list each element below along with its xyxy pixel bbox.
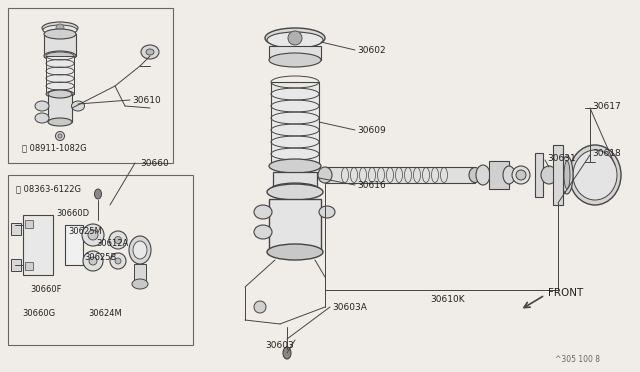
Text: 30616: 30616 (357, 180, 386, 189)
Ellipse shape (561, 156, 573, 194)
Ellipse shape (132, 279, 148, 289)
Bar (273, 172, 317, 190)
Text: 30660G: 30660G (22, 308, 55, 317)
Ellipse shape (503, 166, 515, 184)
Text: 30618: 30618 (592, 148, 621, 157)
Bar (11, 259, 21, 271)
Ellipse shape (265, 28, 325, 48)
Ellipse shape (270, 183, 320, 197)
Text: 30617: 30617 (592, 102, 621, 110)
Circle shape (115, 258, 121, 264)
Text: 30625B: 30625B (84, 253, 116, 262)
Text: Ⓝ 08911-1082G: Ⓝ 08911-1082G (22, 144, 86, 153)
Bar (535, 153, 543, 197)
Ellipse shape (469, 167, 481, 183)
Text: 30603: 30603 (265, 340, 294, 350)
Circle shape (88, 230, 98, 240)
Bar (23, 215, 53, 275)
Ellipse shape (564, 161, 570, 189)
Circle shape (83, 251, 103, 271)
Ellipse shape (44, 51, 76, 61)
Bar (8, 8, 173, 163)
Text: 30609: 30609 (357, 125, 386, 135)
Text: 30610: 30610 (132, 96, 161, 105)
Ellipse shape (541, 166, 557, 184)
Ellipse shape (48, 118, 72, 126)
Bar (25, 220, 33, 228)
Ellipse shape (95, 189, 102, 199)
Bar (8, 175, 193, 345)
Ellipse shape (271, 160, 319, 172)
Ellipse shape (44, 29, 76, 39)
Circle shape (109, 231, 127, 249)
Ellipse shape (56, 131, 65, 141)
Ellipse shape (146, 49, 154, 55)
Bar (44, 34, 76, 56)
Bar (269, 199, 321, 251)
Bar (25, 262, 33, 270)
Text: Ⓢ 08363-6122G: Ⓢ 08363-6122G (16, 185, 81, 193)
Bar (48, 94, 72, 122)
Circle shape (89, 257, 97, 265)
Ellipse shape (48, 90, 72, 98)
Circle shape (82, 224, 104, 246)
Bar (489, 161, 509, 189)
Ellipse shape (569, 145, 621, 205)
Circle shape (254, 301, 266, 313)
Text: 30612A: 30612A (96, 238, 128, 247)
Ellipse shape (516, 170, 526, 180)
Bar (269, 46, 321, 60)
Ellipse shape (42, 22, 78, 34)
Text: 30631: 30631 (547, 154, 576, 163)
Text: FRONT: FRONT (548, 288, 583, 298)
Ellipse shape (43, 25, 77, 35)
Circle shape (288, 31, 302, 45)
Bar (11, 223, 21, 235)
Ellipse shape (267, 244, 323, 260)
Text: 30660F: 30660F (30, 285, 61, 295)
Text: 30625M: 30625M (68, 227, 102, 235)
Text: ^305 100 8: ^305 100 8 (555, 356, 600, 365)
Circle shape (115, 237, 122, 244)
Text: 30603A: 30603A (332, 302, 367, 311)
Ellipse shape (512, 166, 530, 184)
Bar (134, 264, 146, 284)
Text: 30660: 30660 (140, 158, 169, 167)
Ellipse shape (141, 45, 159, 59)
Ellipse shape (72, 101, 84, 111)
Ellipse shape (269, 159, 321, 173)
Circle shape (110, 253, 126, 269)
Ellipse shape (283, 347, 291, 359)
Ellipse shape (573, 150, 617, 200)
Text: 30602: 30602 (357, 45, 386, 55)
Ellipse shape (476, 165, 490, 185)
Ellipse shape (35, 101, 49, 111)
Bar (271, 82, 319, 164)
Text: 30624M: 30624M (88, 308, 122, 317)
Text: 30660D: 30660D (56, 208, 89, 218)
Ellipse shape (129, 236, 151, 264)
Ellipse shape (269, 53, 321, 67)
Bar (325, 167, 475, 183)
Bar (553, 145, 563, 205)
Text: 30610K: 30610K (430, 295, 465, 305)
Ellipse shape (318, 167, 332, 183)
Ellipse shape (319, 206, 335, 218)
Ellipse shape (267, 184, 323, 200)
Ellipse shape (267, 32, 323, 48)
Bar (65, 225, 83, 265)
Ellipse shape (58, 134, 62, 138)
Ellipse shape (254, 225, 272, 239)
Ellipse shape (133, 241, 147, 259)
Bar (46, 56, 74, 94)
Circle shape (56, 24, 64, 32)
Ellipse shape (35, 113, 49, 123)
Ellipse shape (254, 205, 272, 219)
Ellipse shape (46, 90, 74, 98)
